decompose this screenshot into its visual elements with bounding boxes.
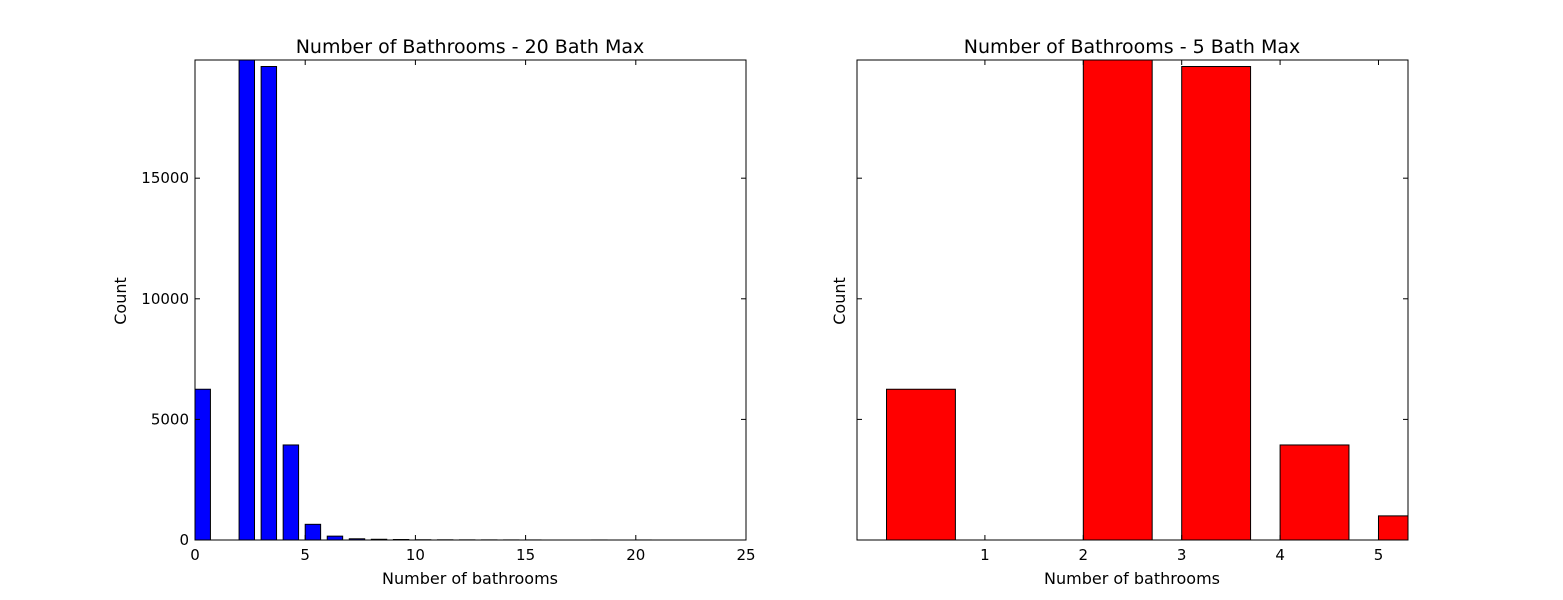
chart-left-frame [194, 59, 747, 541]
chart-right-bar [1279, 444, 1350, 541]
chart-left-xtick-label: 20 [626, 546, 645, 564]
chart-right-xtick-label: 5 [1374, 546, 1384, 564]
chart-left-xtick-label: 10 [406, 546, 425, 564]
chart-left-bar [260, 66, 278, 541]
chart-left-ytick-label: 10000 [141, 290, 189, 308]
chart-right: Number of Bathrooms - 5 Bath Max Number … [830, 36, 1409, 588]
chart-left-ytick-label: 5000 [151, 410, 189, 428]
chart-left-ylabel: Count [111, 277, 130, 325]
chart-right-frame [856, 59, 1409, 541]
chart-right-bars [886, 59, 1409, 541]
chart-right-bar [886, 388, 956, 541]
chart-left-bar [238, 59, 256, 541]
chart-left-xtick-label: 5 [300, 546, 310, 564]
chart-right-ylabel: Count [830, 277, 849, 325]
chart-left-bar [282, 444, 300, 541]
chart-left-ytick-label: 15000 [141, 169, 189, 187]
chart-right-xtick-label: 1 [980, 546, 990, 564]
chart-left-xtick-label: 15 [516, 546, 535, 564]
chart-right-xlabel: Number of bathrooms [1044, 569, 1220, 588]
chart-left-bar [326, 535, 344, 541]
chart-left-bar [304, 523, 322, 541]
chart-left-xtick-label: 25 [736, 546, 755, 564]
chart-right-title: Number of Bathrooms - 5 Bath Max [964, 36, 1301, 58]
chart-right-xtick-label: 3 [1177, 546, 1187, 564]
chart-left-bars [194, 59, 652, 541]
chart-left-ticks: 0 5 10 15 20 25 0 5000 10000 15000 [141, 60, 756, 564]
chart-left-xtick-label: 0 [190, 546, 200, 564]
chart-left: Number of Bathrooms - 20 Bath Max Number… [111, 36, 756, 588]
chart-right-xtick-label: 4 [1275, 546, 1285, 564]
chart-left-bar [194, 388, 211, 541]
chart-right-bar [1082, 59, 1153, 541]
chart-left-xlabel: Number of bathrooms [382, 569, 558, 588]
chart-right-bar [1181, 66, 1252, 541]
chart-left-title: Number of Bathrooms - 20 Bath Max [296, 36, 645, 58]
chart-right-bar [1377, 515, 1409, 541]
chart-right-xtick-label: 2 [1079, 546, 1089, 564]
chart-left-ytick-label: 0 [179, 531, 189, 549]
